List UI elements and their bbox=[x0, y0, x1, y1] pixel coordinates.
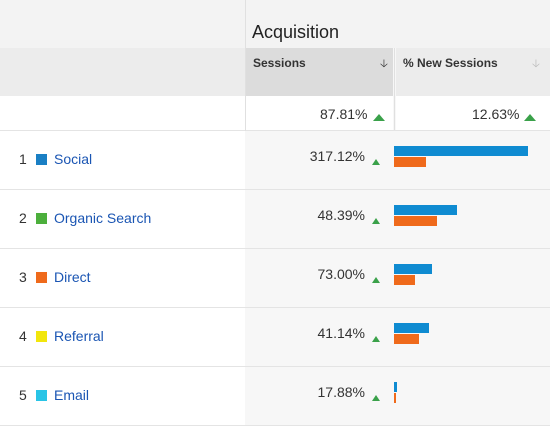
sessions-total-cell bbox=[246, 96, 393, 130]
column-divider bbox=[394, 48, 395, 130]
sessions-bar bbox=[394, 264, 432, 274]
acquisition-band bbox=[245, 0, 550, 48]
new-sessions-total-cell bbox=[396, 96, 550, 130]
sessions-bar bbox=[394, 382, 397, 392]
sessions-change-value: 48.39% bbox=[317, 207, 365, 223]
row-divider bbox=[0, 307, 550, 308]
row-divider bbox=[0, 366, 550, 367]
up-arrow-icon bbox=[372, 329, 380, 347]
sessions-change-value: 17.88% bbox=[317, 384, 365, 400]
channel-color-swatch bbox=[36, 272, 47, 283]
new-sessions-header-label[interactable]: % New Sessions bbox=[403, 56, 498, 70]
sessions-change-value: 41.14% bbox=[317, 325, 365, 341]
up-arrow-icon bbox=[372, 211, 380, 229]
dimension-header-top bbox=[0, 0, 245, 48]
sort-down-icon[interactable]: 🡣 bbox=[380, 58, 388, 70]
new-sessions-bar bbox=[394, 275, 415, 285]
row-divider bbox=[0, 189, 550, 190]
totals-label-cell bbox=[0, 96, 245, 130]
new-sessions-column-header[interactable] bbox=[396, 48, 550, 96]
new-sessions-bar bbox=[394, 334, 419, 344]
channel-color-swatch bbox=[36, 331, 47, 342]
new-sessions-bar bbox=[394, 393, 396, 403]
up-arrow-icon bbox=[372, 152, 380, 170]
sessions-column-header[interactable] bbox=[246, 48, 393, 96]
channel-link-email[interactable]: Email bbox=[54, 387, 90, 403]
acquisition-title: Acquisition bbox=[252, 22, 340, 42]
row-number: 3 bbox=[19, 269, 27, 285]
row-number: 4 bbox=[19, 328, 27, 344]
sessions-change-value: 317.12% bbox=[309, 148, 365, 164]
channel-link-social[interactable]: Social bbox=[54, 151, 93, 167]
up-arrow-icon bbox=[524, 108, 536, 126]
sessions-bar bbox=[394, 146, 528, 156]
sessions-header-label[interactable]: Sessions bbox=[253, 56, 306, 70]
up-arrow-icon bbox=[372, 270, 380, 288]
dimension-header bbox=[0, 48, 245, 96]
channel-link-referral[interactable]: Referral bbox=[54, 328, 104, 344]
channel-color-swatch bbox=[36, 213, 47, 224]
row-number: 5 bbox=[19, 387, 27, 403]
up-arrow-icon bbox=[372, 388, 380, 406]
new-sessions-bar bbox=[394, 157, 426, 167]
row-number: 1 bbox=[19, 151, 27, 167]
up-arrow-icon bbox=[373, 108, 385, 126]
channel-link-direct[interactable]: Direct bbox=[54, 269, 91, 285]
divider bbox=[0, 130, 550, 131]
row-metric-bg bbox=[245, 367, 550, 425]
sessions-bar bbox=[394, 323, 429, 333]
row-number: 2 bbox=[19, 210, 27, 226]
sessions-total-value: 87.81% bbox=[320, 106, 368, 122]
sessions-bar bbox=[394, 205, 457, 215]
channel-link-organic-search[interactable]: Organic Search bbox=[54, 210, 152, 226]
new-sessions-bar bbox=[394, 216, 437, 226]
row-divider bbox=[0, 248, 550, 249]
new-sessions-total-value: 12.63% bbox=[472, 106, 520, 122]
channel-color-swatch bbox=[36, 154, 47, 165]
sessions-change-value: 73.00% bbox=[317, 266, 365, 282]
channel-color-swatch bbox=[36, 390, 47, 401]
sort-down-icon[interactable]: 🡣 bbox=[532, 58, 540, 70]
